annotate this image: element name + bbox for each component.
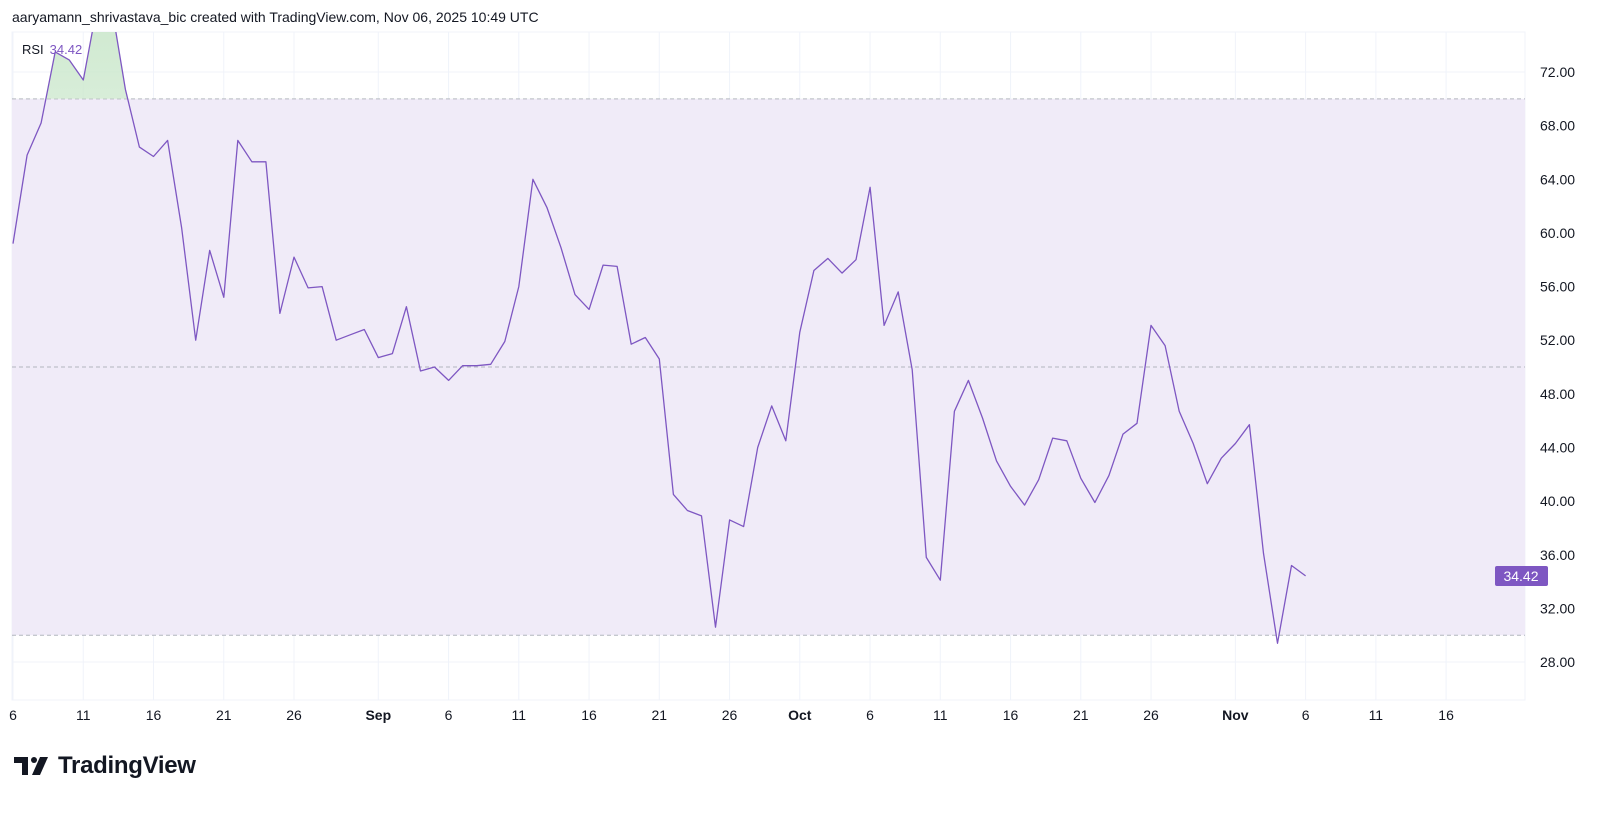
x-tick-label: Oct <box>788 707 812 723</box>
y-tick-label: 44.00 <box>1540 439 1575 455</box>
overbought-fill <box>45 32 128 99</box>
x-tick-label: 21 <box>652 707 668 723</box>
x-tick-label: 6 <box>1302 707 1310 723</box>
y-axis: 72.00 68.00 64.00 60.00 56.00 52.00 48.00 44.00… <box>1540 64 1575 670</box>
tradingview-logo[interactable]: TradingView <box>14 752 196 780</box>
tradingview-logo-icon <box>14 757 48 775</box>
y-tick-label: 48.00 <box>1540 386 1575 402</box>
x-axis: 6 11 16 21 26 Sep 6 11 16 21 26 Oct 6 11 16 21 26 Nov 6 11 1… <box>9 707 1454 723</box>
x-tick-label: 6 <box>866 707 874 723</box>
x-tick-label: 16 <box>1438 707 1454 723</box>
y-tick-label: 72.00 <box>1540 64 1575 80</box>
rsi-line <box>12 32 1306 644</box>
x-tick-label: 26 <box>722 707 738 723</box>
x-tick-label: 6 <box>445 707 453 723</box>
indicator-legend[interactable]: RSI 34.42 <box>22 42 82 57</box>
y-tick-label: 40.00 <box>1540 493 1575 509</box>
y-tick-label: 28.00 <box>1540 654 1575 670</box>
y-tick-label: 32.00 <box>1540 600 1575 616</box>
x-tick-label: Sep <box>365 707 391 723</box>
x-tick-label: 11 <box>512 707 527 723</box>
x-tick-label: 21 <box>1073 707 1089 723</box>
tradingview-logo-text: TradingView <box>58 752 196 779</box>
x-tick-label: 21 <box>216 707 232 723</box>
x-tick-label: 6 <box>9 707 17 723</box>
x-tick-label: 11 <box>76 707 91 723</box>
x-tick-label: 11 <box>1369 707 1384 723</box>
y-tick-label: 36.00 <box>1540 547 1575 563</box>
last-value-label: 34.42 <box>1495 565 1548 586</box>
indicator-value: 34.42 <box>49 42 83 57</box>
y-tick-label: 68.00 <box>1540 118 1575 134</box>
y-tick-label: 56.00 <box>1540 279 1575 295</box>
x-tick-label: 11 <box>933 707 948 723</box>
y-tick-label: 52.00 <box>1540 332 1575 348</box>
y-tick-label: 60.00 <box>1540 225 1575 241</box>
x-tick-label: 16 <box>1003 707 1019 723</box>
attribution-header: aaryamann_shrivastava_bic created with T… <box>12 9 539 25</box>
x-tick-label: 16 <box>146 707 162 723</box>
x-tick-label: 26 <box>1143 707 1159 723</box>
last-value-text: 34.42 <box>1503 568 1538 584</box>
x-tick-label: 26 <box>286 707 302 723</box>
x-tick-label: 16 <box>581 707 597 723</box>
y-tick-label: 64.00 <box>1540 171 1575 187</box>
rsi-chart[interactable]: 72.00 68.00 64.00 60.00 56.00 52.00 48.00 44.00… <box>0 0 1600 740</box>
x-tick-label: Nov <box>1222 707 1249 723</box>
indicator-name: RSI <box>22 42 44 57</box>
